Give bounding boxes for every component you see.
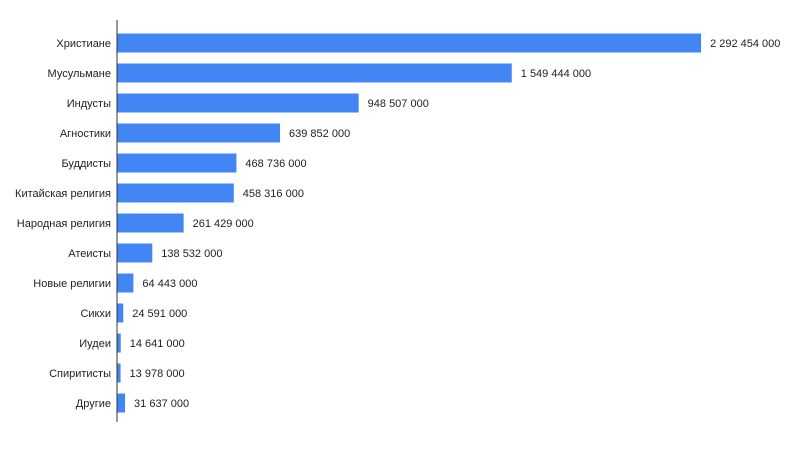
category-label: Сикхи [80, 308, 111, 320]
bars-layer [117, 33, 702, 413]
bar [117, 33, 702, 53]
value-label: 1 549 444 000 [521, 68, 591, 80]
bar [117, 153, 237, 173]
value-label: 13 978 000 [130, 368, 185, 380]
value-label: 64 443 000 [142, 278, 197, 290]
bar [117, 243, 153, 263]
category-label: Народная религия [17, 218, 111, 230]
bar [117, 93, 359, 113]
category-label: Китайская религия [15, 188, 111, 200]
category-label: Новые религии [33, 278, 111, 290]
bar [117, 123, 281, 143]
value-label: 31 637 000 [134, 398, 189, 410]
category-label: Другие [76, 398, 111, 410]
bar [117, 393, 126, 413]
category-label: Агностики [60, 128, 111, 140]
value-label: 24 591 000 [132, 308, 187, 320]
category-label: Мусульмане [48, 68, 111, 80]
category-label: Атеисты [68, 248, 111, 260]
category-label: Буддисты [61, 158, 111, 170]
value-label: 468 736 000 [245, 158, 306, 170]
bar [117, 63, 512, 83]
value-label: 261 429 000 [193, 218, 254, 230]
bar [117, 183, 234, 203]
category-label: Индусты [67, 98, 111, 110]
labels-layer: Христиане 2 292 454 000 Мусульмане 1 549 44… [15, 38, 780, 410]
value-label: 2 292 454 000 [710, 38, 780, 50]
bar [117, 333, 121, 353]
value-label: 14 641 000 [130, 338, 185, 350]
value-label: 458 316 000 [243, 188, 304, 200]
value-label: 948 507 000 [368, 98, 429, 110]
category-label: Иудеи [79, 338, 111, 350]
category-label: Спиритисты [49, 368, 111, 380]
bar [117, 363, 121, 383]
bar [117, 303, 124, 323]
bar [117, 273, 134, 293]
value-label: 639 852 000 [289, 128, 350, 140]
category-label: Христиане [56, 38, 111, 50]
value-label: 138 532 000 [161, 248, 222, 260]
bar [117, 213, 184, 233]
